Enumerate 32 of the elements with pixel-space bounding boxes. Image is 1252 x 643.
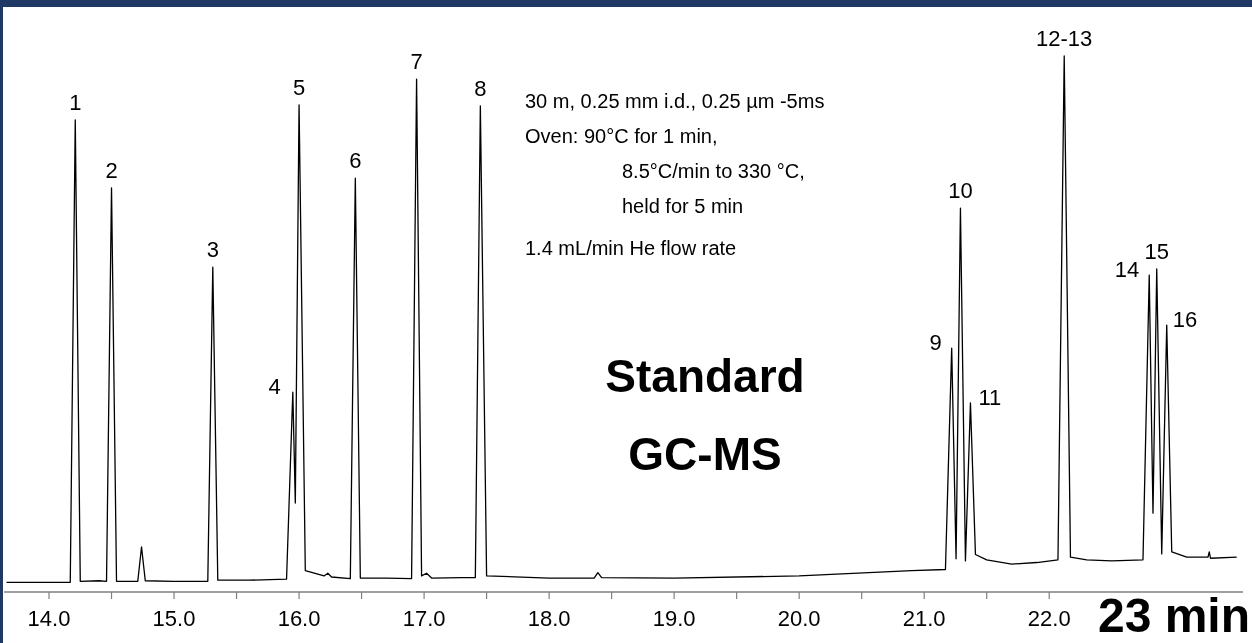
annotation: GC-MS xyxy=(628,428,782,480)
x-tick-label: 19.0 xyxy=(652,606,696,631)
annotation: held for 5 min xyxy=(622,195,744,217)
annotation: 23 min xyxy=(1097,589,1250,642)
annotation: 4 xyxy=(268,374,281,400)
annotation: 1 xyxy=(69,89,82,115)
x-tick-label: 21.0 xyxy=(902,606,946,631)
x-tick-label: 15.0 xyxy=(152,606,196,631)
annotation: 5 xyxy=(292,74,306,100)
annotation: 3 xyxy=(206,237,219,263)
annotation: 15 xyxy=(1144,238,1169,264)
annotation: 16 xyxy=(1172,307,1198,333)
x-tick-label: 20.0 xyxy=(777,606,821,631)
x-tick-label: 14.0 xyxy=(27,606,71,631)
annotation: 14 xyxy=(1114,257,1140,283)
annotation: 9 xyxy=(929,330,942,356)
annotation: Oven: 90°C for 1 min, xyxy=(525,125,718,147)
annotation: 1.4 mL/min He flow rate xyxy=(525,237,737,259)
annotation: 8 xyxy=(474,75,487,101)
annotation: 10 xyxy=(948,178,973,204)
annotation: 30 m, 0.25 mm i.d., 0.25 µm -5ms xyxy=(525,90,825,112)
x-tick-label: 16.0 xyxy=(277,606,321,631)
annotation: 11 xyxy=(978,384,1002,410)
x-tick-label: 18.0 xyxy=(527,606,571,631)
annotation: 2 xyxy=(105,157,118,183)
annotation: 12-13 xyxy=(1036,26,1093,51)
x-tick-label: 17.0 xyxy=(402,606,446,631)
annotation: 8.5°C/min to 330 °C, xyxy=(622,160,805,182)
annotation: 7 xyxy=(410,49,423,75)
annotation: Standard xyxy=(605,350,805,402)
x-tick-label: 22.0 xyxy=(1027,606,1071,631)
annotation: 6 xyxy=(349,148,362,174)
